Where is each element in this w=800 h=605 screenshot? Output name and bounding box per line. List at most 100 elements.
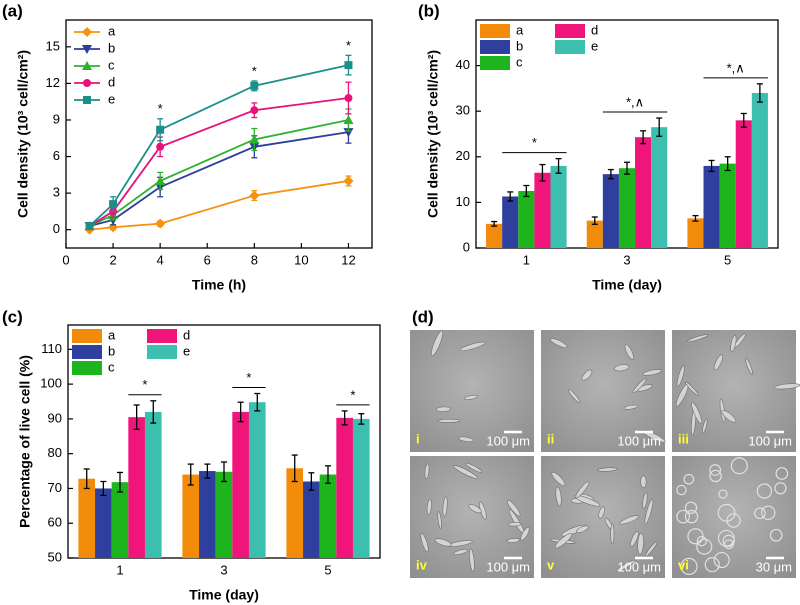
cell (506, 538, 520, 543)
legend-label: b (516, 38, 523, 53)
bar (144, 411, 162, 558)
annotation: * (532, 135, 537, 150)
bar (78, 478, 96, 558)
legend-marker (82, 45, 92, 54)
cell (442, 496, 448, 517)
y-tick-label: 90 (48, 410, 62, 425)
y-tick-label: 110 (41, 341, 62, 356)
cell (676, 509, 690, 524)
legend-label: b (108, 343, 115, 358)
y-tick-label: 15 (46, 38, 60, 53)
cell (684, 381, 699, 396)
bar (182, 474, 200, 558)
legend-marker (83, 96, 91, 104)
error-bar (708, 159, 715, 173)
scale-label: 100 μm (617, 559, 661, 574)
cell (469, 548, 475, 572)
cell (640, 475, 647, 489)
scale-label: 100 μm (617, 433, 661, 448)
cell (644, 498, 654, 525)
error-bar (117, 471, 123, 493)
cell (696, 538, 713, 555)
legend-label: c (108, 359, 115, 374)
bar (586, 220, 603, 248)
cell (686, 334, 709, 343)
micrograph-label: vi (678, 557, 689, 572)
bar (319, 474, 337, 558)
cell (754, 507, 766, 520)
marker (156, 142, 165, 151)
error-bar (308, 472, 315, 491)
error-bar (692, 214, 699, 222)
y-axis-label: Cell density (10³ cell/cm²) (15, 50, 31, 218)
x-axis-label: Time (day) (592, 277, 662, 293)
error-bar (591, 216, 598, 225)
y-tick-label: 9 (53, 111, 60, 126)
cell (683, 473, 695, 485)
x-tick-label: 5 (724, 252, 731, 267)
micrograph: ii 100 μm (541, 330, 666, 452)
y-tick-label: 20 (456, 148, 470, 163)
legend-label: a (108, 23, 116, 38)
cell (680, 557, 698, 575)
x-tick-label: 2 (109, 252, 116, 267)
bar (303, 481, 320, 558)
marker (343, 175, 354, 186)
micrograph: v 100 μm (541, 456, 665, 578)
x-axis-label: Time (h) (192, 277, 246, 293)
bar (336, 417, 353, 558)
micrograph-label: iii (678, 431, 689, 446)
series-line (89, 180, 349, 231)
bar (651, 127, 668, 248)
error-bar (724, 156, 731, 172)
legend-swatch (72, 361, 102, 375)
micrograph: vi 30 μm (672, 456, 796, 578)
error-bar (254, 392, 261, 412)
marker (344, 94, 353, 103)
panel-title: (a) (2, 1, 23, 20)
cell (555, 486, 562, 507)
y-tick-label: 80 (48, 445, 62, 460)
error-bar (756, 83, 763, 103)
panel-title: (c) (2, 307, 23, 326)
cell (463, 394, 479, 400)
cell (581, 369, 593, 381)
error-bar (491, 220, 498, 227)
legend-label: d (591, 22, 598, 37)
legend-swatch (555, 40, 585, 54)
annotation: * (346, 38, 351, 53)
bar (111, 482, 129, 558)
legend-swatch (480, 40, 510, 54)
cell (761, 505, 776, 520)
x-tick-label: 10 (294, 252, 308, 267)
cell (506, 499, 521, 517)
legend-label: d (183, 327, 190, 342)
bar (703, 165, 720, 248)
cell (551, 471, 566, 487)
y-axis-label: Percentage of live cell (%) (17, 355, 33, 528)
cell (676, 484, 687, 496)
bar (550, 165, 567, 248)
cell (756, 483, 773, 499)
cell (726, 513, 741, 528)
cell (550, 338, 568, 349)
error-bar (150, 400, 157, 424)
bar (719, 163, 736, 248)
cell (630, 531, 639, 547)
x-tick-label: 4 (157, 252, 164, 267)
cell (642, 492, 648, 509)
error-bar (221, 461, 227, 483)
bar (534, 172, 551, 248)
x-axis-label: Time (day) (189, 587, 259, 603)
cell (435, 406, 451, 412)
cell (459, 341, 486, 351)
cell (730, 457, 748, 475)
plot-frame (65, 19, 373, 249)
cell (684, 501, 698, 514)
cell (437, 511, 442, 529)
bar (687, 218, 704, 248)
cell (676, 365, 685, 387)
legend-marker (82, 61, 92, 70)
cell (713, 551, 730, 569)
